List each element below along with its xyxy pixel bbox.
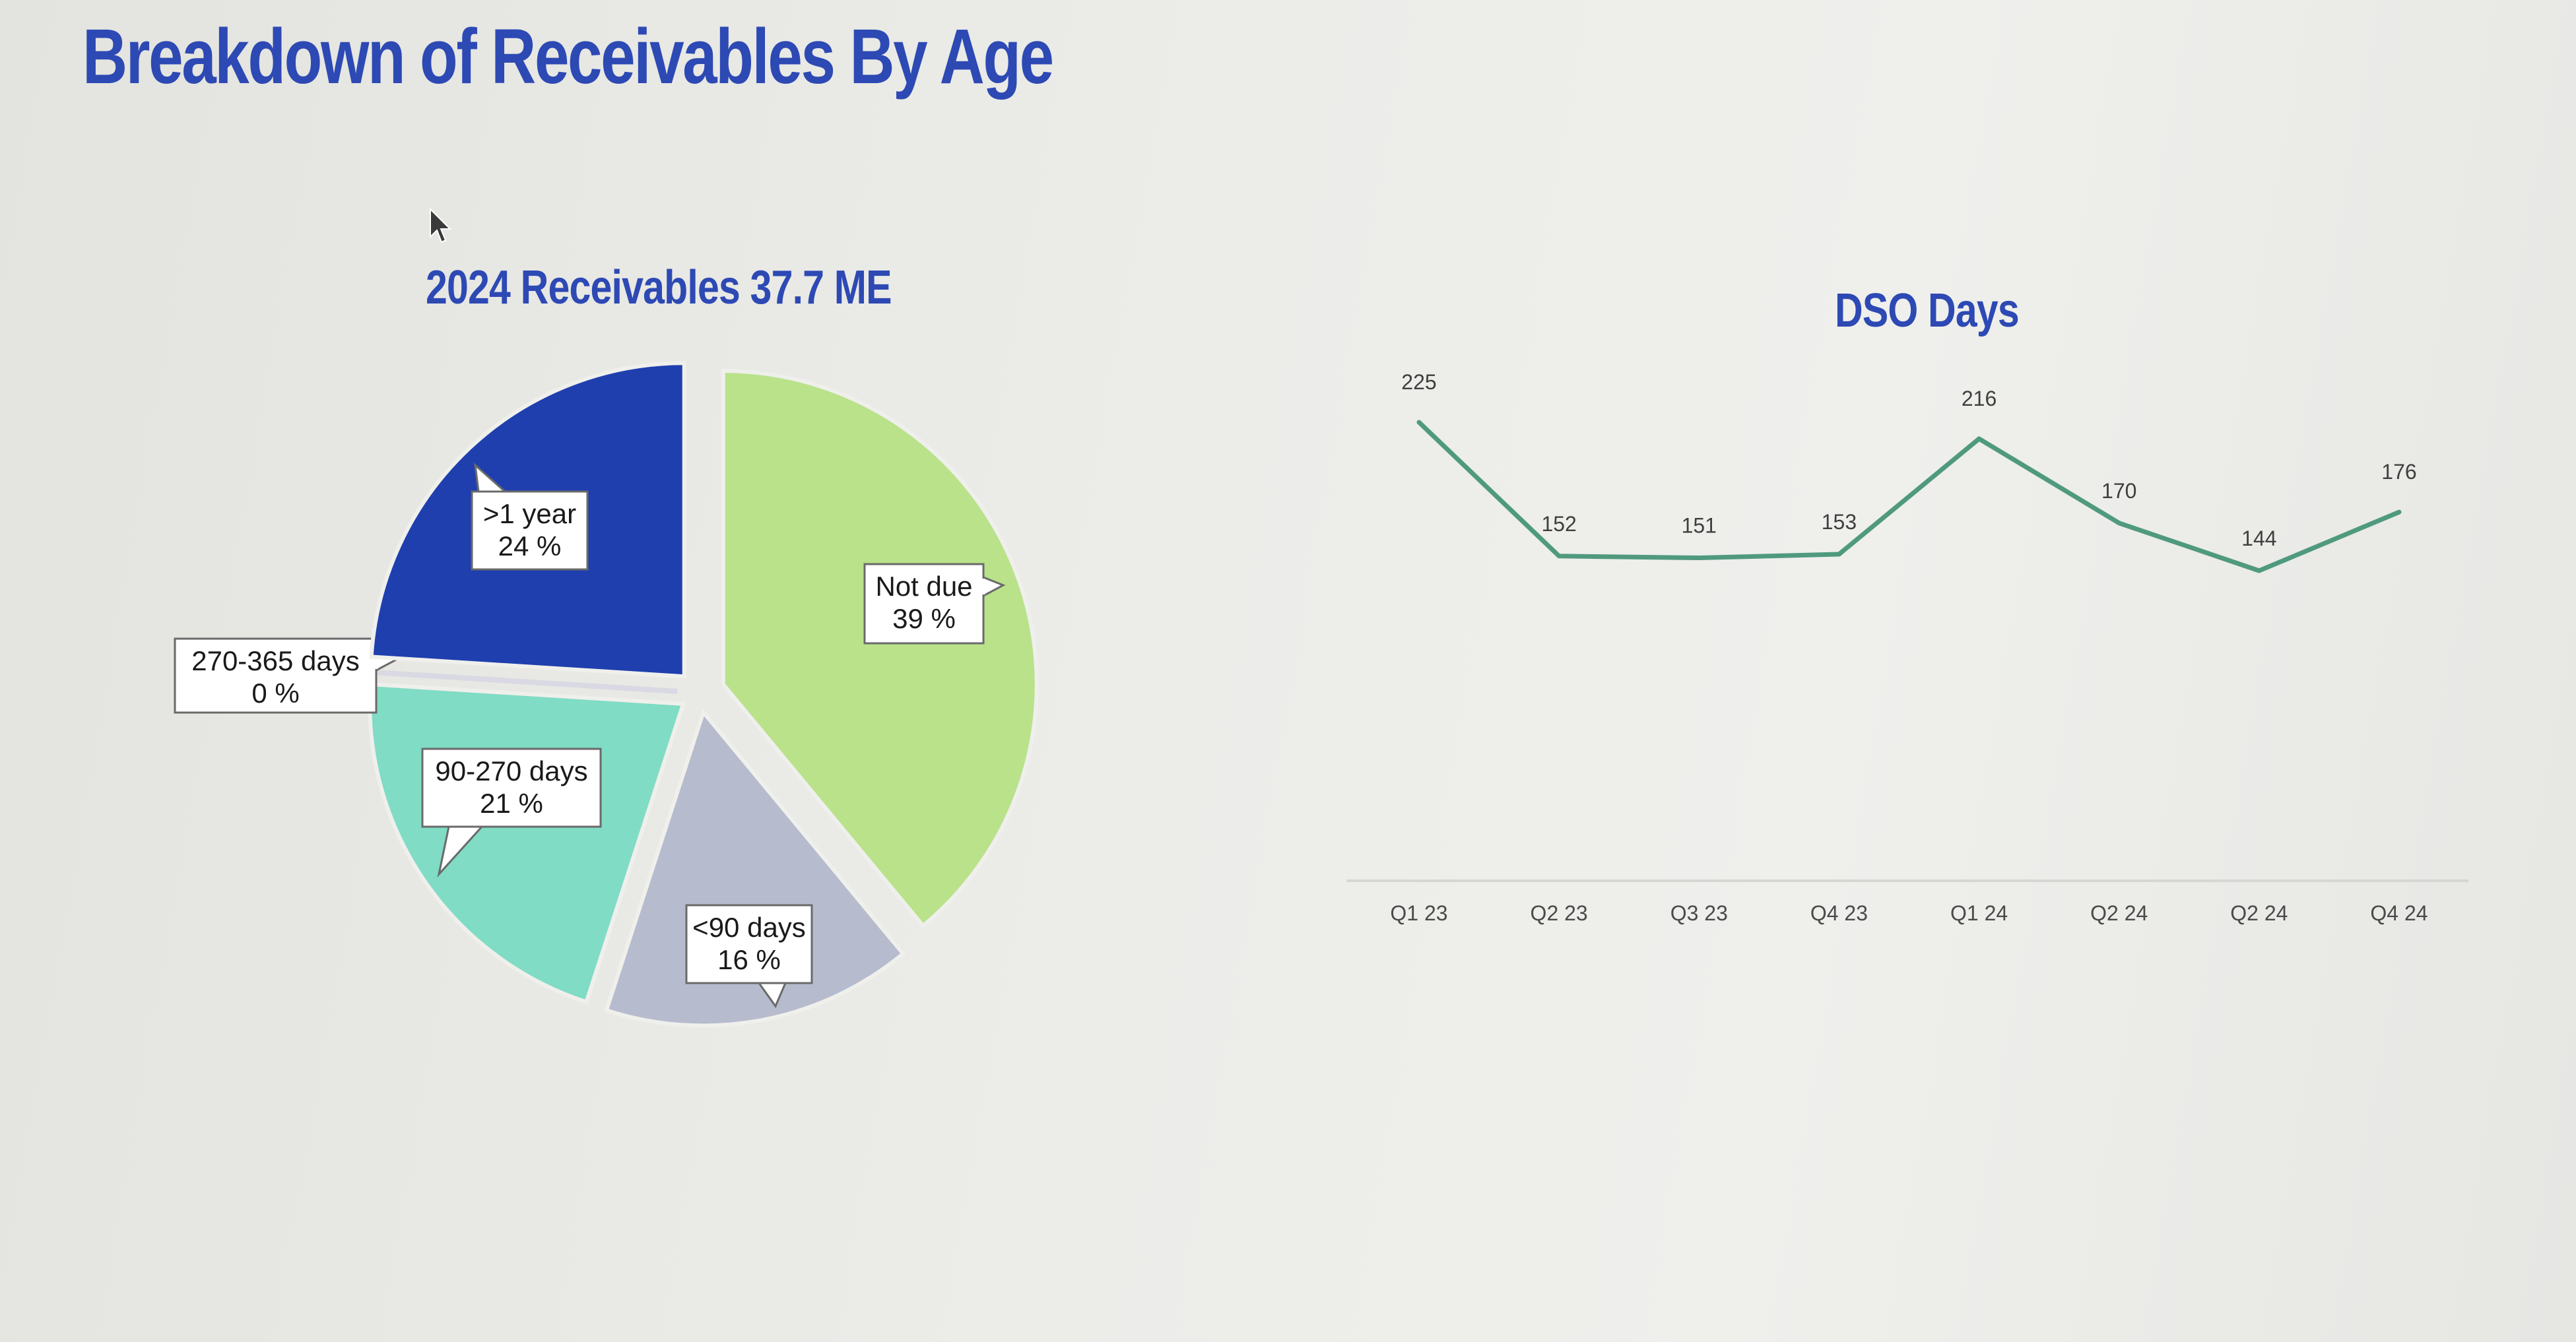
mouse-cursor-icon — [430, 208, 452, 243]
pie-slice-90-days — [604, 708, 906, 1028]
data-label: 176 — [2381, 460, 2416, 484]
x-tick-label: Q1 24 — [1950, 901, 2008, 925]
pie-chart-title: 2024 Receivables 37.7 ME — [426, 261, 892, 314]
pie-label-value: 39 % — [892, 603, 956, 634]
pie-label-name: >1 year — [483, 498, 576, 529]
x-tick-label: Q2 24 — [2230, 901, 2288, 925]
data-label: 144 — [2241, 527, 2276, 550]
pie-label-value: 16 % — [717, 944, 781, 975]
pie-label-value: 0 % — [251, 678, 299, 709]
x-tick-label: Q1 23 — [1390, 901, 1447, 925]
pie-label-name: 270-365 days — [191, 645, 360, 676]
x-tick-label: Q4 24 — [2370, 901, 2427, 925]
x-tick-label: Q2 23 — [1531, 901, 1588, 925]
pie-slice-270-365-days — [364, 669, 678, 694]
data-label: 170 — [2101, 479, 2136, 503]
line-chart-title: DSO Days — [1835, 284, 2020, 337]
x-tick-label: Q3 23 — [1670, 901, 1728, 925]
dso-series-line — [1416, 420, 2402, 573]
data-label: 152 — [1541, 512, 1576, 536]
data-label: 153 — [1822, 510, 1857, 534]
data-label: 225 — [1401, 370, 1436, 394]
pie-label-name: Not due — [875, 571, 972, 602]
data-label: 151 — [1682, 514, 1717, 538]
pie-label-value: 24 % — [498, 530, 562, 561]
page-title: Breakdown of Receivables By Age — [83, 13, 1054, 100]
pie-slice-not-due — [721, 369, 1039, 929]
x-tick-label: Q4 23 — [1810, 901, 1868, 925]
pie-label-name: 90-270 days — [435, 755, 587, 786]
x-tick-label: Q2 24 — [2090, 901, 2148, 925]
data-label: 216 — [1962, 387, 1997, 410]
pie-label-name: <90 days — [692, 912, 806, 943]
pie-label-value: 21 % — [480, 788, 543, 819]
